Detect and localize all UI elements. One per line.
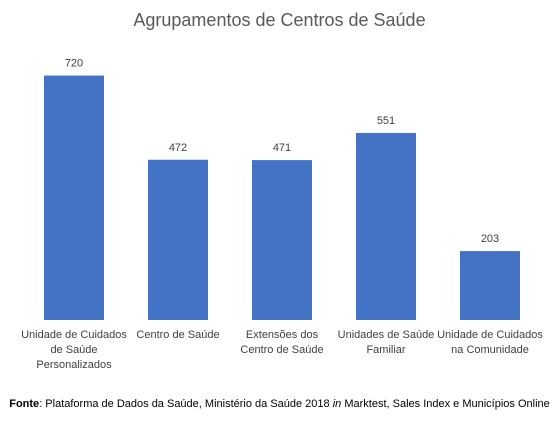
bar: [356, 132, 416, 320]
bar: [460, 251, 520, 320]
source-text-before: : Plataforma de Dados da Saúde, Ministér…: [39, 398, 333, 410]
bar: [148, 159, 208, 320]
data-label: 720: [65, 58, 83, 70]
category-label: Unidades de Saúde Familiar: [338, 329, 435, 356]
data-label: 471: [273, 142, 291, 154]
data-label: 203: [481, 233, 499, 245]
bar-chart: 720 Unidade de Cuidados de Saúde Personaliz…: [21, 58, 543, 371]
source-text-after: Marktest, Sales Index e Municípios Onlin…: [341, 398, 550, 410]
source-text-italic: in: [332, 398, 342, 410]
source-note: Fonte: Plataforma de Dados da Saúde, Min…: [0, 398, 559, 410]
category-label: Extensões dos Centro de Saúde: [240, 329, 323, 356]
bar: [252, 160, 312, 320]
bar: [44, 75, 104, 320]
data-label: 472: [169, 142, 187, 154]
source-label: Fonte: [9, 398, 40, 410]
category-label: Unidade de Cuidados de Saúde Personalizado…: [21, 329, 127, 371]
category-label: Unidade de Cuidados na Comunidade: [437, 329, 543, 356]
chart-title: Agrupamentos de Centros de Saúde: [133, 10, 426, 30]
data-label: 551: [377, 115, 395, 127]
category-label: Centro de Saúde: [136, 329, 219, 341]
